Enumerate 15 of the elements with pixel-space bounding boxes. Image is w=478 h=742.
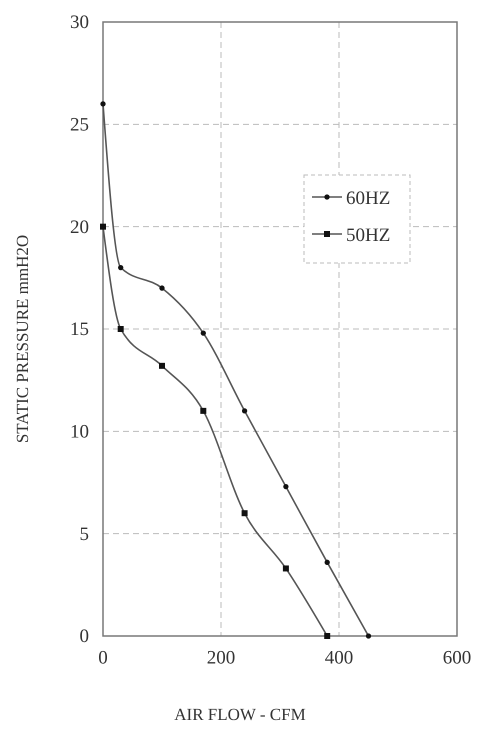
x-tick-label: 400 xyxy=(324,647,354,668)
x-tick-label: 600 xyxy=(442,647,472,668)
y-tick-label: 10 xyxy=(70,421,89,442)
y-tick-label: 0 xyxy=(80,626,89,648)
y-tick-label: 25 xyxy=(70,114,89,136)
y-axis-title: STATIC PRESSURE mmH2O xyxy=(13,234,32,444)
y-tick-label: 15 xyxy=(70,319,89,340)
x-tick-label: 200 xyxy=(206,647,236,668)
x-axis-title: AIR FLOW - CFM xyxy=(174,705,306,724)
legend-label: 60HZ xyxy=(346,188,390,209)
y-tick-label: 5 xyxy=(80,524,89,545)
legend-label: 50HZ xyxy=(346,225,390,246)
y-tick-label: 20 xyxy=(70,216,89,238)
y-tick-label: 30 xyxy=(70,12,89,34)
x-tick-label: 0 xyxy=(98,647,108,668)
